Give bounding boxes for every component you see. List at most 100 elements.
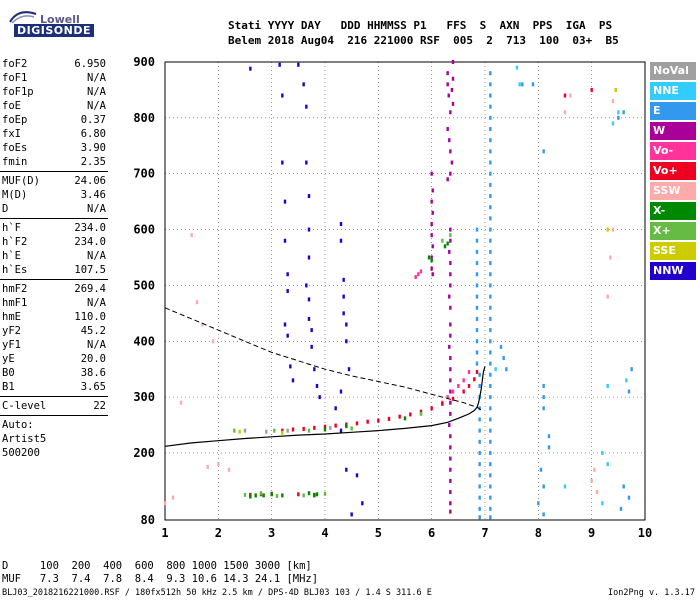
param-separator (0, 396, 108, 397)
param-row-hf2: h`F2 234.0 (2, 236, 106, 250)
data-point-nnw (281, 160, 284, 165)
data-point-x- (243, 492, 247, 497)
data-point-ssw (563, 110, 567, 115)
data-point-ssw (593, 467, 596, 472)
data-point-nnw (278, 62, 281, 67)
data-point-e (489, 328, 492, 333)
legend-item-sse: SSE (650, 242, 696, 260)
data-point-e (539, 467, 543, 472)
legend-item-w: W (650, 122, 696, 140)
data-point-vo- (366, 419, 369, 424)
data-point-nnw (345, 339, 348, 344)
data-point-w (449, 110, 452, 115)
data-point-nnw (307, 297, 311, 302)
legend-item-e: E (650, 102, 696, 120)
param-label: h`E (2, 250, 21, 262)
header-columns: Stati YYYY DAY DDD HHMMSS P1 FFS S AXN P… (228, 19, 613, 32)
param-row-b1: B1 3.65 (2, 381, 106, 395)
y-tick-label: 900 (133, 55, 155, 69)
data-point-w (449, 283, 452, 288)
x-tick-label: 3 (268, 526, 275, 540)
data-point-e (489, 361, 492, 366)
data-point-w (431, 188, 434, 193)
data-point-nnw (339, 238, 343, 243)
data-point-e (475, 238, 479, 243)
param-value: 24.06 (74, 175, 106, 187)
data-point-noval (329, 425, 332, 430)
data-point-e (478, 484, 481, 489)
data-point-w (449, 411, 452, 416)
data-point-vo- (417, 272, 420, 277)
data-point-e (489, 383, 492, 388)
data-point-e (489, 406, 492, 411)
data-point-e (489, 115, 492, 120)
param-value: 3.65 (80, 381, 106, 393)
param-label: yE (2, 353, 15, 365)
data-point-x- (345, 424, 348, 429)
data-point-nnw (339, 221, 343, 226)
data-point-nnw (339, 389, 343, 394)
data-point-w (449, 400, 452, 405)
data-point-x- (441, 238, 444, 243)
data-point-w (430, 171, 433, 176)
data-point-e (617, 115, 620, 120)
data-point-e (478, 515, 481, 520)
data-point-x- (443, 244, 447, 249)
data-point-x- (259, 491, 263, 496)
logo-brand-top: Lowell (40, 13, 80, 26)
data-point-ssw (163, 501, 167, 506)
param-separator (0, 171, 108, 172)
param-value: 22 (93, 400, 106, 412)
data-point-w (448, 423, 451, 428)
data-point-e (489, 462, 492, 467)
data-point-ssw (595, 490, 599, 495)
data-point-e (521, 82, 524, 87)
param-value: 3.46 (80, 189, 106, 201)
data-point-e (478, 462, 481, 467)
data-point-nnw (286, 272, 289, 277)
param-value: 0.37 (80, 114, 106, 126)
data-point-nnw (283, 238, 287, 243)
param-row-fof1p: foF1p N/A (2, 86, 106, 100)
data-point-nnw (283, 199, 287, 204)
data-point-e (475, 294, 479, 299)
data-point-w (449, 478, 452, 483)
data-point-e (489, 283, 492, 288)
data-point-vo- (334, 423, 337, 428)
data-point-vo- (313, 425, 316, 430)
data-point-w (449, 149, 452, 154)
data-point-nnw (289, 364, 292, 369)
data-point-x- (270, 492, 273, 497)
data-point-w (451, 60, 455, 64)
data-point-x- (403, 416, 407, 421)
data-point-nnw (281, 93, 284, 98)
data-point-e (489, 182, 492, 187)
data-point-e (630, 367, 633, 372)
param-value: 45.2 (80, 325, 106, 337)
data-point-nnw (297, 62, 300, 67)
data-point-w (449, 509, 452, 514)
data-point-x- (350, 426, 353, 431)
data-point-w (449, 171, 452, 176)
param-separator (0, 218, 108, 219)
y-tick-label: 800 (133, 111, 155, 125)
x-tick-label: 2 (215, 526, 222, 540)
data-point-w (431, 210, 434, 215)
param-row-foes: foEs 3.90 (2, 142, 106, 156)
data-point-nne (601, 450, 604, 455)
data-point-w (450, 87, 454, 92)
param-label: foF1p (2, 86, 34, 98)
data-point-w (446, 127, 449, 132)
data-point-nnw (305, 283, 308, 288)
data-point-nne (518, 82, 521, 87)
param-label: h`Es (2, 264, 28, 276)
data-point-e (489, 350, 492, 355)
data-point-w (449, 490, 452, 495)
data-point-w (430, 199, 433, 204)
data-point-nnw (307, 316, 311, 321)
data-point-x- (313, 493, 316, 498)
data-point-e (489, 339, 492, 344)
data-point-vo- (387, 416, 391, 421)
data-point-w (449, 367, 452, 372)
